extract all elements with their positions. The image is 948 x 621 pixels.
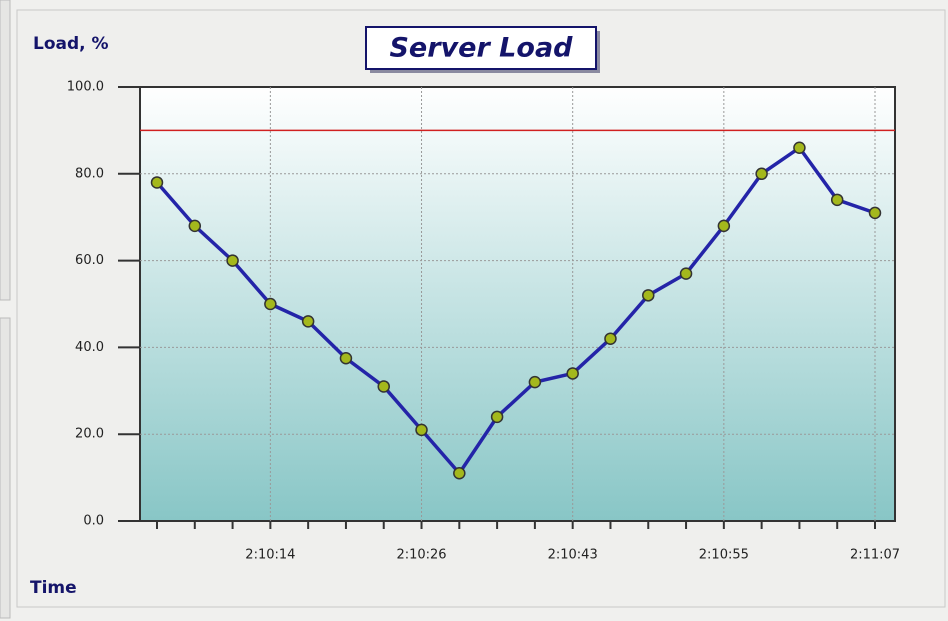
data-point [339,352,353,365]
data-point [301,315,315,328]
data-point [453,467,466,480]
data-point [264,297,277,311]
data-point [188,219,202,233]
data-point [793,141,806,155]
data-point [679,267,693,280]
data-point [528,375,542,389]
data-point [226,254,239,267]
title-box [365,26,597,70]
side-panel [0,317,11,619]
data-point [642,289,655,302]
y-axis-label: Load, % [33,34,109,54]
plot-area [139,86,896,522]
x-axis-label: Time [30,578,77,598]
x-tick-label: 2:10:14 [245,548,295,563]
data-point [830,193,844,207]
data-point [490,410,504,424]
data-point [377,380,390,393]
data-point [868,206,882,220]
data-point [415,423,428,437]
y-tick-label: 0.0 [83,514,104,529]
y-tick-label: 100.0 [67,80,104,95]
chart-title: Server Load [389,33,573,64]
side-panel [0,0,11,301]
x-tick-label: 2:10:43 [548,548,598,563]
data-point [717,219,731,233]
x-tick-label: 2:10:26 [396,548,446,563]
data-point [566,367,579,380]
data-point [755,167,768,181]
series-line [155,146,876,476]
grid [140,87,895,521]
data-point [150,176,164,189]
y-tick-label: 80.0 [75,166,104,181]
marks [140,129,895,480]
x-tick-label: 2:11:07 [850,548,900,563]
y-tick-label: 20.0 [75,427,104,442]
data-point [604,332,617,345]
x-tick-label: 2:10:55 [699,548,749,563]
y-tick-label: 60.0 [75,253,104,268]
y-tick-label: 40.0 [75,340,104,355]
